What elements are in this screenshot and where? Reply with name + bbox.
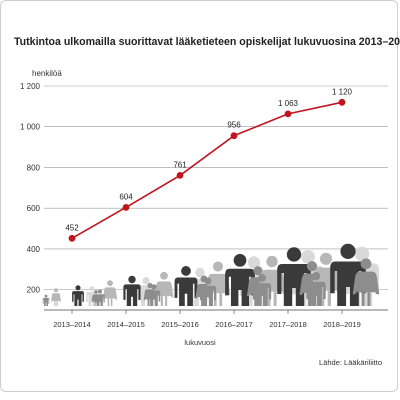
chart-title: Tutkintoa ulkomailla suorittavat lääketi… bbox=[14, 36, 400, 48]
data-point bbox=[230, 132, 238, 140]
data-point bbox=[176, 171, 184, 179]
y-tick-label: 600 bbox=[27, 204, 41, 213]
x-tick-label: 2016–2017 bbox=[215, 320, 253, 329]
people-illustration bbox=[42, 243, 380, 306]
grid bbox=[44, 85, 388, 290]
x-axis-label: lukuvuosi bbox=[184, 338, 216, 347]
chart-frame bbox=[0, 0, 398, 392]
data-label: 1 063 bbox=[278, 99, 299, 108]
series-line-group: 452 604 761 956 1 063 1 120 bbox=[65, 87, 353, 242]
y-tick-label: 1 200 bbox=[20, 82, 41, 91]
man-figure-icon bbox=[72, 285, 84, 306]
data-label: 1 120 bbox=[332, 87, 353, 96]
woman-figure-icon bbox=[51, 288, 61, 306]
x-tick-label: 2014–2015 bbox=[107, 320, 145, 329]
y-tick-label: 800 bbox=[27, 163, 41, 172]
data-label: 604 bbox=[119, 192, 133, 201]
data-label: 956 bbox=[227, 121, 241, 130]
x-axis: 2013–2014 2014–2015 2015–2016 2016–2017 2017… bbox=[44, 309, 388, 329]
data-point bbox=[122, 203, 130, 211]
data-label: 761 bbox=[173, 160, 187, 169]
data-point bbox=[284, 110, 292, 118]
x-tick-label: 2018–2019 bbox=[323, 320, 361, 329]
y-tick-label: 400 bbox=[27, 245, 41, 254]
y-axis-label: henkilöä bbox=[32, 69, 62, 78]
woman-figure-icon bbox=[102, 280, 118, 306]
x-tick-label: 2015–2016 bbox=[161, 320, 199, 329]
y-axis: 200 400 600 800 1 000 1 200 bbox=[20, 82, 41, 295]
data-label: 452 bbox=[65, 223, 79, 232]
y-tick-label: 200 bbox=[27, 286, 41, 295]
source-note: Lähde: Lääkäriliitto bbox=[319, 358, 382, 367]
series-line bbox=[71, 101, 343, 240]
data-point bbox=[68, 234, 76, 242]
man-figure-icon bbox=[42, 294, 50, 306]
x-tick-label: 2013–2014 bbox=[53, 320, 91, 329]
y-tick-label: 1 000 bbox=[20, 123, 41, 132]
x-tick-label: 2017–2018 bbox=[269, 320, 307, 329]
data-point bbox=[338, 98, 346, 106]
